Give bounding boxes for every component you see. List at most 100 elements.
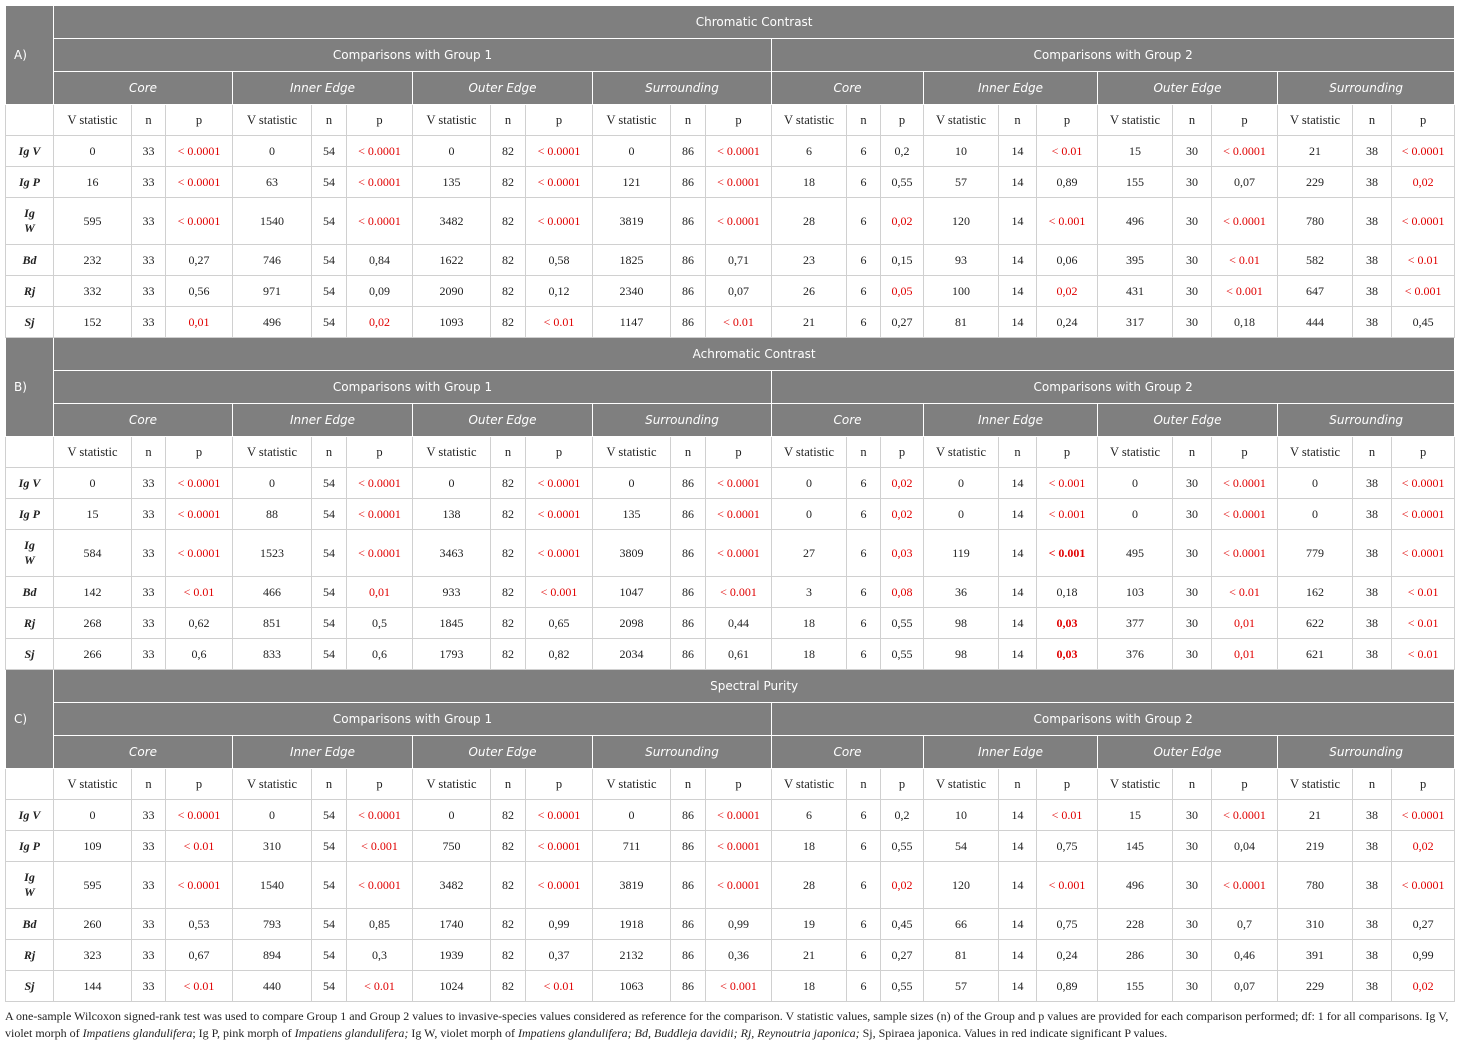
cell: 894 [232,939,312,971]
cell: 0 [53,799,132,831]
cell: < 0.0001 [705,135,772,167]
cell: 0,07 [1211,166,1278,198]
cell: < 0.001 [1036,861,1098,909]
cell: 1523 [232,529,312,577]
data-row: Bd 232 33 0,27 746 54 0,84 1622 82 0,58 1825 86 0,71… [5,244,1456,276]
region-row: Core Inner Edge Outer Edge Surrounding Core I… [6,403,1456,437]
cell: 0,27 [880,306,924,338]
cell: 15 [1097,799,1173,831]
cell: < 0.0001 [1390,467,1456,499]
section-label: B) [5,337,54,437]
cell: < 0.001 [346,830,413,862]
cell: < 0.01 [346,970,413,1002]
note-text: Ig W, violet morph of [408,1026,518,1040]
cell: 3 [771,576,847,608]
cell: 86 [670,908,706,940]
cell: 0,46 [1211,939,1278,971]
cell: 0,18 [1036,576,1098,608]
cell: 1793 [412,638,491,670]
note-text: Impatiens glandulifera [82,1026,193,1040]
column-header: n [670,768,706,800]
cell: 82 [490,306,526,338]
cell: 28 [771,197,847,245]
cell: 82 [490,275,526,307]
cell: 82 [490,607,526,639]
cell: 496 [232,306,312,338]
region-name: Inner Edge [232,735,413,769]
cell: 120 [923,861,999,909]
column-header: n [998,436,1037,468]
title-row: C) Spectral Purity [5,669,1456,769]
cell: 33 [131,939,166,971]
cell: 82 [490,467,526,499]
cell: < 0.01 [165,970,233,1002]
column-header: n [490,104,526,136]
cell: 30 [1172,970,1212,1002]
cell: 0,06 [1036,244,1098,276]
column-header: V statistic [592,436,671,468]
cell: < 0.01 [1036,799,1098,831]
cell: 933 [412,576,491,608]
cell: 82 [490,830,526,862]
cell: 100 [923,275,999,307]
cell: < 0.0001 [705,197,772,245]
column-header: V statistic [1097,436,1173,468]
row-label: Ig W [5,529,54,577]
cell: 0,6 [346,638,413,670]
cell: 33 [131,467,166,499]
cell: 33 [131,529,166,577]
cell: 38 [1352,275,1392,307]
cell: 33 [131,908,166,940]
cell: < 0.0001 [705,166,772,198]
cell: 0,99 [525,908,593,940]
cell: 391 [1277,939,1353,971]
cell: 54 [923,830,999,862]
column-header: n [846,104,881,136]
group-title: Comparisons with Group 1 [53,38,772,72]
cell: < 0.0001 [1390,799,1456,831]
cell: 57 [923,970,999,1002]
cell: < 0.0001 [1211,135,1278,167]
column-header: p [525,436,593,468]
column-header: V statistic [592,104,671,136]
cell: 38 [1352,607,1392,639]
cell: 0,02 [346,306,413,338]
cell: 3819 [592,197,671,245]
cell: 30 [1172,166,1212,198]
cell: 0,55 [880,970,924,1002]
cell: < 0.0001 [346,529,413,577]
cell: 0,02 [880,197,924,245]
cell: 6 [846,638,881,670]
section-label: C) [5,669,54,769]
column-header: V statistic [1277,104,1353,136]
empty-cell [5,436,54,468]
cell: 0,05 [880,275,924,307]
cell: 152 [53,306,132,338]
cell: 86 [670,576,706,608]
column-header: n [131,104,166,136]
cell: 582 [1277,244,1353,276]
cell: 0,65 [525,607,593,639]
cell: 82 [490,135,526,167]
cell: 88 [232,498,312,530]
cell: 33 [131,306,166,338]
cell: 54 [311,908,347,940]
cell: 229 [1277,166,1353,198]
cell: 18 [771,830,847,862]
row-label: Rj [5,939,54,971]
cell: 495 [1097,529,1173,577]
cell: 82 [490,498,526,530]
column-header: V statistic [923,436,999,468]
cell: 38 [1352,970,1392,1002]
cell: 54 [311,638,347,670]
cell: 310 [1277,908,1353,940]
cell: < 0.0001 [165,467,233,499]
cell: 36 [923,576,999,608]
group-title: Comparisons with Group 1 [53,370,772,404]
cell: 33 [131,244,166,276]
cell: < 0.001 [1036,197,1098,245]
region-name: Core [53,403,233,437]
cell: < 0.0001 [165,166,233,198]
cell: < 0.01 [1211,576,1278,608]
cell: 260 [53,908,132,940]
